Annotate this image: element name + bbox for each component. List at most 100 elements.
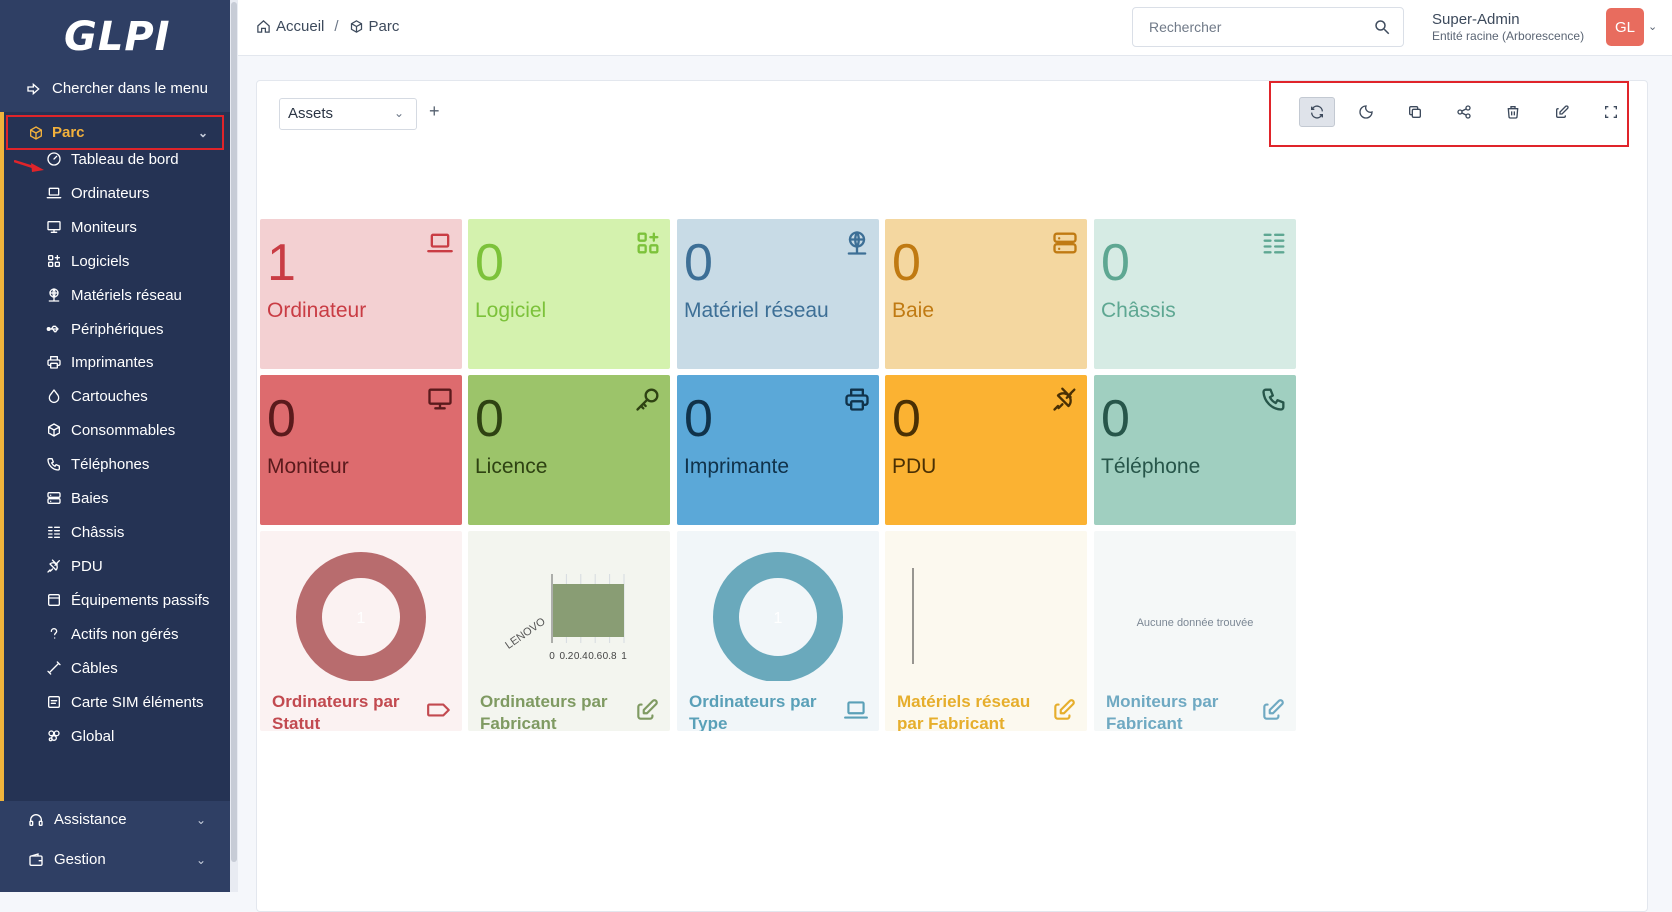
delete-button[interactable] xyxy=(1495,97,1531,127)
laptop-icon xyxy=(426,229,454,262)
pie-slice xyxy=(713,552,843,681)
stat-card-value: 1 xyxy=(267,234,296,292)
stat-card-monitor[interactable]: 0 Moniteur xyxy=(260,375,462,525)
dashboard-panel: Assets ⌄ + 1 Ordinateur 0 Logiciel 0 Matériel… xyxy=(256,80,1648,912)
share-icon xyxy=(1457,105,1471,119)
search-input[interactable] xyxy=(1147,18,1371,36)
sidebar: GLPI Chercher dans le menu Parc ⌄ Tablea… xyxy=(0,0,238,892)
avatar[interactable]: GL xyxy=(1606,8,1644,46)
stat-card-laptop[interactable]: 1 Ordinateur xyxy=(260,219,462,369)
sidebar-item-dashboard-gauge[interactable]: Tableau de bord xyxy=(46,148,179,170)
glpi-logo[interactable]: GLPI xyxy=(64,14,171,60)
user-name[interactable]: Super-Admin xyxy=(1432,11,1520,28)
tick-label: 0.8 xyxy=(603,651,617,662)
sidebar-item-cable[interactable]: Câbles xyxy=(46,657,118,679)
sidebar-item-label: Périphériques xyxy=(71,320,164,338)
fullscreen-button[interactable] xyxy=(1593,97,1629,127)
trash-icon xyxy=(1507,106,1519,119)
box-icon xyxy=(46,422,62,438)
stat-card-list-details[interactable]: 0 Châssis xyxy=(1094,219,1296,369)
chevron-down-icon: ⌄ xyxy=(197,126,208,140)
usb-icon xyxy=(46,321,62,337)
device-icon xyxy=(46,592,62,608)
chart-card[interactable]: Ordinateurs par Fabricant LENOVO 0 0.2 0.4 0.… xyxy=(468,531,670,731)
global-search[interactable] xyxy=(1132,7,1404,47)
sidebar-item-gestion[interactable]: Gestion ⌄ xyxy=(28,851,206,868)
user-entity[interactable]: Entité racine (Arborescence) xyxy=(1432,29,1585,43)
stat-card-value: 0 xyxy=(1101,234,1130,292)
edit-icon[interactable] xyxy=(1051,697,1077,728)
sidebar-item-device[interactable]: Équipements passifs xyxy=(46,589,209,611)
sidebar-item-list-details[interactable]: Châssis xyxy=(46,521,124,543)
sidebar-section-parc[interactable]: Parc ⌄ xyxy=(6,115,224,150)
chart-plot: 1 xyxy=(713,552,843,681)
search-icon[interactable] xyxy=(1373,18,1391,41)
sidebar-item-apps[interactable]: Logiciels xyxy=(46,250,129,272)
stat-card-apps[interactable]: 0 Logiciel xyxy=(468,219,670,369)
sidebar-item-label: PDU xyxy=(71,557,103,575)
sidebar-item-server[interactable]: Baies xyxy=(46,487,109,509)
stat-card-value: 0 xyxy=(892,234,921,292)
clone-button[interactable] xyxy=(1397,97,1433,127)
stat-card-value: 0 xyxy=(892,390,921,448)
chart-card[interactable]: Ordinateurs par Type 1 xyxy=(677,531,879,731)
sidebar-item-global[interactable]: Global xyxy=(46,725,114,747)
sidebar-item-label: Tableau de bord xyxy=(71,150,179,168)
question-icon xyxy=(46,626,62,642)
sidebar-item-sim-card[interactable]: Carte SIM éléments xyxy=(46,691,204,713)
pie-slice xyxy=(296,552,426,681)
add-dashboard-button[interactable]: + xyxy=(429,101,440,121)
stat-card-label: Châssis xyxy=(1101,299,1176,322)
chart-card[interactable]: Ordinateurs par Statut 1 xyxy=(260,531,462,731)
sidebar-item-label: Matériels réseau xyxy=(71,286,182,304)
laptop-icon[interactable] xyxy=(843,697,869,728)
refresh-button[interactable] xyxy=(1299,97,1335,127)
chevron-down-icon: ⌄ xyxy=(195,812,206,827)
breadcrumb-home-link[interactable]: Accueil xyxy=(276,18,325,35)
sidebar-scrollbar[interactable] xyxy=(230,0,238,892)
sidebar-item-label: Consommables xyxy=(71,421,176,439)
stat-card-printer[interactable]: 0 Imprimante xyxy=(677,375,879,525)
sidebar-item-plug[interactable]: PDU xyxy=(46,555,103,577)
stat-card-phone[interactable]: 0 Téléphone xyxy=(1094,375,1296,525)
chart-card[interactable]: Moniteurs par Fabricant Aucune donnée tro… xyxy=(1094,531,1296,731)
sim-card-icon xyxy=(46,694,62,710)
sidebar-item-droplet[interactable]: Cartouches xyxy=(46,385,148,407)
dashboard-select[interactable]: Assets ⌄ xyxy=(279,98,417,130)
plug-icon xyxy=(46,558,62,574)
chevron-down-icon[interactable]: ⌄ xyxy=(1648,21,1658,33)
no-data-message: Aucune donnée trouvée xyxy=(1137,617,1254,629)
edit-icon[interactable] xyxy=(1260,697,1286,728)
breadcrumb-separator: / xyxy=(334,18,339,35)
share-button[interactable] xyxy=(1446,97,1482,127)
edit-icon[interactable] xyxy=(634,697,660,728)
sidebar-item-usb[interactable]: Périphériques xyxy=(46,318,164,340)
sidebar-item-question[interactable]: Actifs non gérés xyxy=(46,623,179,645)
chevron-down-icon: ⌄ xyxy=(195,852,206,867)
sidebar-item-printer[interactable]: Imprimantes xyxy=(46,351,154,373)
chart-card[interactable]: Matériels réseau par Fabricant xyxy=(885,531,1087,731)
chart-title: Moniteurs par Fabricant xyxy=(1106,692,1219,731)
dark-mode-button[interactable] xyxy=(1348,97,1384,127)
scrollbar-thumb[interactable] xyxy=(231,2,237,862)
sidebar-item-network[interactable]: Matériels réseau xyxy=(46,284,182,306)
dashboard-select-value: Assets xyxy=(288,105,334,122)
sidebar-item-monitor[interactable]: Moniteurs xyxy=(46,216,137,238)
stat-card-server[interactable]: 0 Baie xyxy=(885,219,1087,369)
edit-button[interactable] xyxy=(1544,97,1580,127)
stat-card-plug[interactable]: 0 PDU xyxy=(885,375,1087,525)
stat-card-key[interactable]: 0 Licence xyxy=(468,375,670,525)
search-in-menu-link[interactable]: Chercher dans le menu xyxy=(26,80,208,97)
sidebar-item-box[interactable]: Consommables xyxy=(46,419,175,441)
chart-title: Ordinateurs par Statut xyxy=(272,692,400,731)
sidebar-item-laptop[interactable]: Ordinateurs xyxy=(46,182,149,204)
tag-icon[interactable] xyxy=(426,697,452,728)
tick-label: 1 xyxy=(621,651,627,662)
sidebar-item-phone[interactable]: Téléphones xyxy=(46,453,149,475)
headset-icon xyxy=(28,812,44,828)
breadcrumb-parc-link[interactable]: Parc xyxy=(368,18,400,35)
sidebar-item-assistance[interactable]: Assistance ⌄ xyxy=(28,811,206,828)
stat-card-network[interactable]: 0 Matériel réseau xyxy=(677,219,879,369)
laptop-icon xyxy=(46,185,62,201)
